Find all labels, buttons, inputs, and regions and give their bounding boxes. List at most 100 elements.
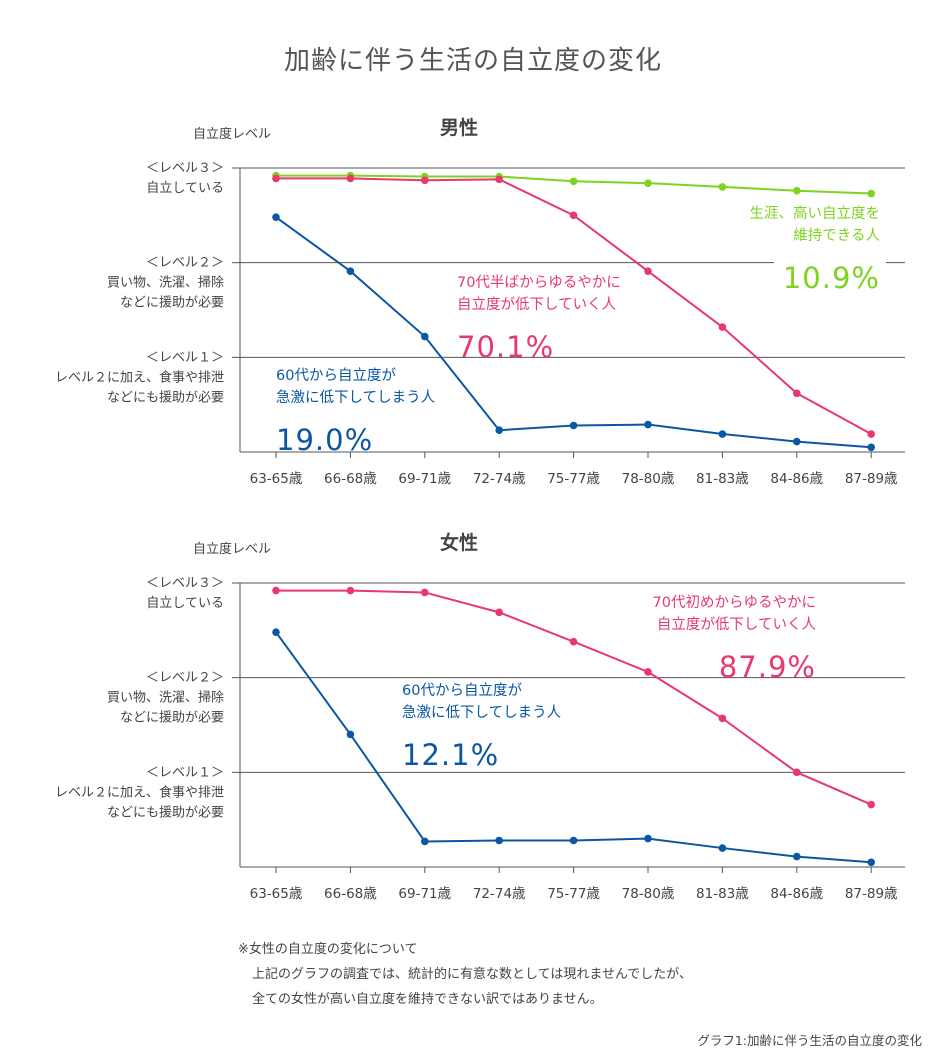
x-tick-label: 69-71歳	[398, 886, 451, 902]
data-point-pink	[346, 174, 355, 183]
annotation-text-blue: 急激に低下してしまう人	[402, 704, 561, 721]
y-tick-label: 自立している	[146, 181, 224, 196]
data-point-blue	[718, 844, 727, 852]
data-point-pink	[793, 389, 801, 398]
data-point-green	[867, 189, 875, 198]
x-tick-label: 81-83歳	[696, 886, 749, 902]
figure-caption: グラフ1:加齢に伴う生活の自立度の変化	[697, 1033, 922, 1048]
annotation-text-pink: 70代半ばからゆるやかに	[457, 274, 621, 291]
x-tick-label: 72-74歳	[473, 886, 526, 902]
data-point-pink	[346, 586, 355, 595]
data-point-blue	[421, 837, 429, 846]
data-point-green	[718, 183, 727, 191]
data-point-pink	[272, 586, 280, 595]
data-point-pink	[421, 176, 429, 185]
footnote-line: 全ての女性が高い自立度を維持できない訳ではありません。	[252, 992, 603, 1007]
y-tick-label: などにも援助が必要	[107, 805, 224, 820]
data-point-blue	[644, 834, 652, 843]
data-point-green	[644, 179, 652, 187]
data-point-blue	[644, 420, 652, 429]
y-tick-label: などに援助が必要	[120, 711, 224, 726]
y-tick-label: レベル２に加え、食事や排泄	[55, 784, 224, 800]
data-point-pink	[867, 430, 875, 438]
x-tick-label: 78-80歳	[622, 471, 675, 487]
y-tick-label: ＜レベル２＞	[146, 671, 224, 686]
x-tick-label: 66-68歳	[324, 886, 377, 902]
data-point-pink	[644, 267, 652, 275]
annotation-percent-pink: 87.9%	[719, 650, 816, 684]
footnote-title: ※女性の自立度の変化について	[238, 942, 418, 957]
y-tick-label: ＜レベル１＞	[146, 765, 224, 780]
x-tick-label: 84-86歳	[770, 886, 823, 902]
x-tick-label: 78-80歳	[622, 886, 675, 902]
male-chart: 男性 自立度レベル ＜レベル３＞ 自立している ＜レベル２＞ 買い物、洗濯、掃除などに援助…	[55, 116, 905, 487]
data-point-blue	[346, 267, 355, 275]
annotation-text-pink: 自立度が低下していく人	[657, 616, 816, 633]
x-tick-label: 63-65歳	[250, 471, 303, 487]
data-point-pink	[421, 588, 429, 597]
y-tick-label: 買い物、洗濯、掃除	[107, 690, 224, 706]
y-tick-label: ＜レベル２＞	[146, 256, 224, 271]
chart-title: 女性	[440, 531, 478, 554]
data-point-pink	[495, 608, 504, 617]
x-tick-label: 75-77歳	[547, 471, 600, 487]
data-point-pink	[272, 174, 280, 183]
x-tick-label: 75-77歳	[547, 886, 600, 902]
data-point-blue	[569, 421, 578, 430]
annotation-percent-blue: 19.0%	[276, 423, 373, 457]
x-tick-label: 66-68歳	[324, 471, 377, 487]
y-tick-label: レベル２に加え、食事や排泄	[55, 369, 224, 385]
annotation-text-blue: 60代から自立度が	[402, 682, 522, 699]
data-point-pink	[793, 768, 801, 777]
data-point-blue	[272, 628, 280, 637]
data-point-blue	[421, 332, 429, 341]
data-point-blue	[272, 213, 280, 222]
data-point-pink	[644, 668, 652, 676]
data-point-pink	[718, 714, 727, 723]
x-tick-label: 81-83歳	[696, 471, 749, 487]
female-chart: 女性 自立度レベル ＜レベル３＞ 自立している ＜レベル２＞ 買い物、洗濯、掃除などに援助…	[55, 531, 905, 902]
data-point-blue	[793, 437, 801, 446]
annotation-text-blue: 60代から自立度が	[276, 367, 396, 384]
annotation-text-green: 生涯、高い自立度を	[750, 205, 881, 222]
y-tick-label: などに援助が必要	[120, 296, 224, 311]
data-point-blue	[867, 443, 875, 452]
y-tick-label: ＜レベル３＞	[146, 161, 224, 176]
data-point-blue	[569, 836, 578, 845]
annotation-percent-blue: 12.1%	[402, 738, 499, 772]
data-point-blue	[718, 430, 727, 438]
y-tick-label: ＜レベル３＞	[146, 576, 224, 591]
annotation-text-blue: 急激に低下してしまう人	[276, 389, 435, 406]
data-point-blue	[867, 858, 875, 867]
page-title: 加齢に伴う生活の自立度の変化	[283, 46, 662, 76]
annotation-text-pink: 自立度が低下していく人	[457, 296, 616, 313]
y-axis-label: 自立度レベル	[193, 541, 271, 557]
chart-title: 男性	[440, 116, 478, 139]
y-tick-label: 買い物、洗濯、掃除	[107, 275, 224, 291]
data-point-blue	[346, 730, 355, 739]
annotation-backing	[774, 244, 886, 282]
data-point-blue	[495, 836, 504, 845]
x-tick-label: 84-86歳	[770, 471, 823, 487]
data-point-pink	[867, 800, 875, 809]
annotation-text-pink: 70代初めからゆるやかに	[653, 594, 816, 611]
data-point-green	[569, 177, 578, 186]
y-axis-label: 自立度レベル	[193, 126, 271, 142]
x-tick-label: 72-74歳	[473, 471, 526, 487]
footnote-line: 上記のグラフの調査では、統計的に有意な数としては現れませんでしたが、	[252, 967, 693, 982]
data-point-pink	[569, 637, 578, 646]
data-point-pink	[718, 323, 727, 331]
x-tick-label: 87-89歳	[845, 886, 898, 902]
y-tick-label: 自立している	[146, 596, 224, 611]
annotation-percent-green: 10.9%	[783, 261, 880, 295]
data-point-pink	[495, 175, 504, 184]
data-point-blue	[793, 852, 801, 861]
data-point-pink	[569, 211, 578, 220]
annotation-percent-pink: 70.1%	[457, 330, 554, 364]
data-point-blue	[495, 426, 504, 435]
y-tick-label: ＜レベル１＞	[146, 350, 224, 365]
x-tick-label: 69-71歳	[398, 471, 451, 487]
data-point-green	[793, 186, 801, 195]
x-tick-label: 63-65歳	[250, 886, 303, 902]
annotation-text-green: 維持できる人	[793, 227, 880, 244]
